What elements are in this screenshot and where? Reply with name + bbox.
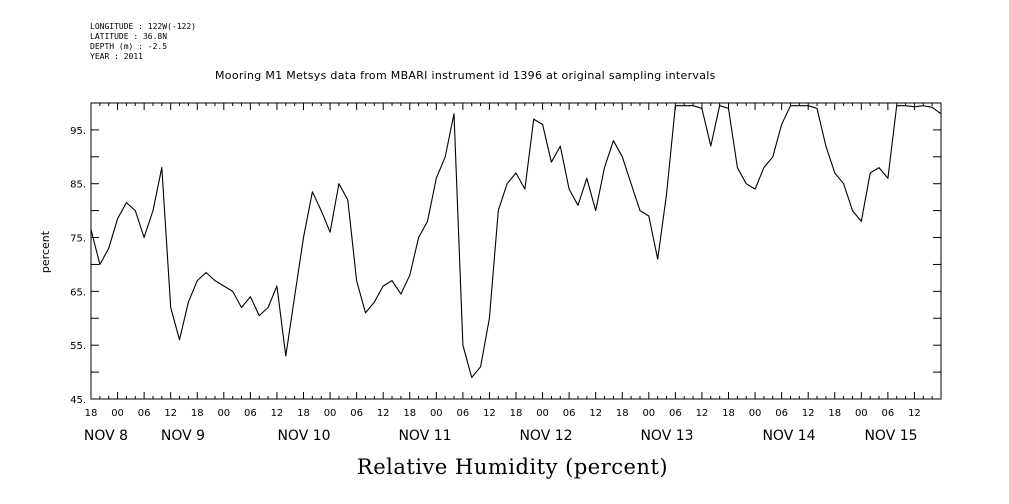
- x-day-label: NOV 15: [864, 428, 917, 444]
- y-tick-label: 95.: [70, 126, 86, 137]
- x-tick-label: 12: [908, 408, 921, 419]
- x-day-label: NOV 11: [398, 428, 451, 444]
- y-tick-label: 65.: [70, 287, 86, 298]
- x-tick-label: 18: [616, 408, 629, 419]
- x-tick-label: 06: [882, 408, 895, 419]
- x-day-label: NOV 13: [640, 428, 693, 444]
- x-tick-label: 06: [669, 408, 682, 419]
- x-tick-label: 18: [191, 408, 204, 419]
- x-day-label: NOV 14: [762, 428, 815, 444]
- x-tick-label: 06: [244, 408, 257, 419]
- x-tick-label: 12: [164, 408, 177, 419]
- x-tick-label: 00: [536, 408, 549, 419]
- x-day-label: NOV 9: [161, 428, 205, 444]
- x-tick-label: 00: [642, 408, 655, 419]
- x-day-label: NOV 8: [84, 428, 128, 444]
- x-tick-label: 00: [324, 408, 337, 419]
- y-tick-label: 85.: [70, 180, 86, 191]
- chart-title: Mooring M1 Metsys data from MBARI instru…: [215, 69, 716, 82]
- x-tick-label: 18: [510, 408, 523, 419]
- series-line-humidity: [90, 105, 942, 379]
- x-tick-label: 18: [722, 408, 735, 419]
- x-tick-label: 18: [403, 408, 416, 419]
- x-tick-label: 12: [802, 408, 815, 419]
- y-tick-label: 75.: [70, 234, 86, 245]
- x-tick-label: 06: [563, 408, 576, 419]
- x-tick-label: 00: [111, 408, 124, 419]
- x-tick-label: 12: [696, 408, 709, 419]
- x-tick-label: 00: [855, 408, 868, 419]
- y-axis-label: percent: [39, 230, 52, 273]
- x-tick-label: 12: [483, 408, 496, 419]
- x-axis-label: Relative Humidity (percent): [356, 455, 669, 479]
- plot-axes: [90, 102, 942, 400]
- meta-latitude: LATITUDE : 36.8N: [90, 32, 168, 41]
- meta-depth: DEPTH (m) : -2.5: [90, 42, 168, 51]
- x-tick-label: 12: [589, 408, 602, 419]
- metadata-block: LONGITUDE : 122W(-122) LATITUDE : 36.8N …: [90, 22, 196, 62]
- y-tick-labels: 45. 55. 65. 75. 85. 95.: [70, 126, 86, 406]
- x-tick-label: 00: [430, 408, 443, 419]
- plot-frame: [90, 102, 942, 400]
- x-tick-label: 06: [775, 408, 788, 419]
- x-tick-labels: 18 00 06 12 18 00 06 12 18 00 06 12 18 00 06 12 18 00 06 12…: [85, 408, 921, 419]
- x-tick-label: 00: [217, 408, 230, 419]
- x-tick-label: 06: [138, 408, 151, 419]
- x-tick-label: 18: [297, 408, 310, 419]
- y-tick-label: 45.: [70, 395, 86, 406]
- x-tick-label: 06: [350, 408, 363, 419]
- x-tick-label: 06: [457, 408, 470, 419]
- x-day-label: NOV 10: [277, 428, 330, 444]
- x-tick-label: 12: [377, 408, 390, 419]
- y-tick-label: 55.: [70, 341, 86, 352]
- x-tick-label: 18: [85, 408, 98, 419]
- series-group: [90, 105, 942, 379]
- meta-year: YEAR : 2011: [90, 52, 143, 61]
- x-tick-label: 18: [828, 408, 841, 419]
- x-day-label: NOV 12: [519, 428, 572, 444]
- x-day-labels: NOV 8 NOV 9 NOV 10 NOV 11 NOV 12 NOV 13 NOV 14…: [84, 428, 918, 444]
- x-tick-label: 12: [271, 408, 284, 419]
- meta-longitude: LONGITUDE : 122W(-122): [90, 22, 196, 31]
- x-tick-label: 00: [749, 408, 762, 419]
